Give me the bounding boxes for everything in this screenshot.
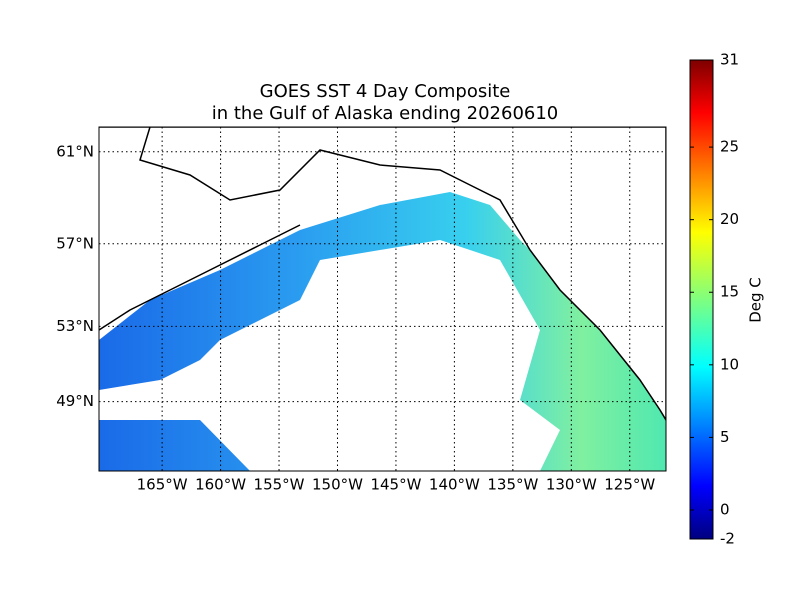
lat-label: 61°N <box>56 142 94 160</box>
lat-label: 49°N <box>56 392 94 410</box>
sst-field <box>99 127 666 471</box>
lon-label: 155°W <box>254 476 305 494</box>
colorbar-tick-label: 10 <box>720 355 739 373</box>
cloud-mask <box>99 240 560 471</box>
colorbar-label: Deg C <box>747 277 765 323</box>
lon-label: 145°W <box>370 476 421 494</box>
lat-label: 57°N <box>56 234 94 252</box>
lat-label: 53°N <box>56 317 94 335</box>
colorbar <box>689 59 714 540</box>
lon-label: 160°W <box>195 476 246 494</box>
map-frame <box>98 126 667 472</box>
colorbar-tick-label: 31 <box>720 51 739 69</box>
colorbar-tick-label: -2 <box>720 530 735 548</box>
lon-label: 165°W <box>137 476 188 494</box>
title-line: in the Gulf of Alaska ending 20260610 <box>212 103 559 124</box>
colorbar-tick-label: 25 <box>720 138 739 156</box>
colorbar-tick-label: 5 <box>720 428 730 446</box>
land <box>99 127 666 422</box>
title-line: GOES SST 4 Day Composite <box>260 81 511 102</box>
colorbar-tick-label: 0 <box>720 500 730 518</box>
colorbar-tick-label: 15 <box>720 283 739 301</box>
coastline <box>99 224 301 331</box>
lon-label: 125°W <box>604 476 655 494</box>
colorbar-tick-label: 20 <box>720 210 739 228</box>
lon-label: 150°W <box>312 476 363 494</box>
lon-label: 135°W <box>487 476 538 494</box>
lon-label: 140°W <box>429 476 480 494</box>
lon-label: 130°W <box>546 476 597 494</box>
